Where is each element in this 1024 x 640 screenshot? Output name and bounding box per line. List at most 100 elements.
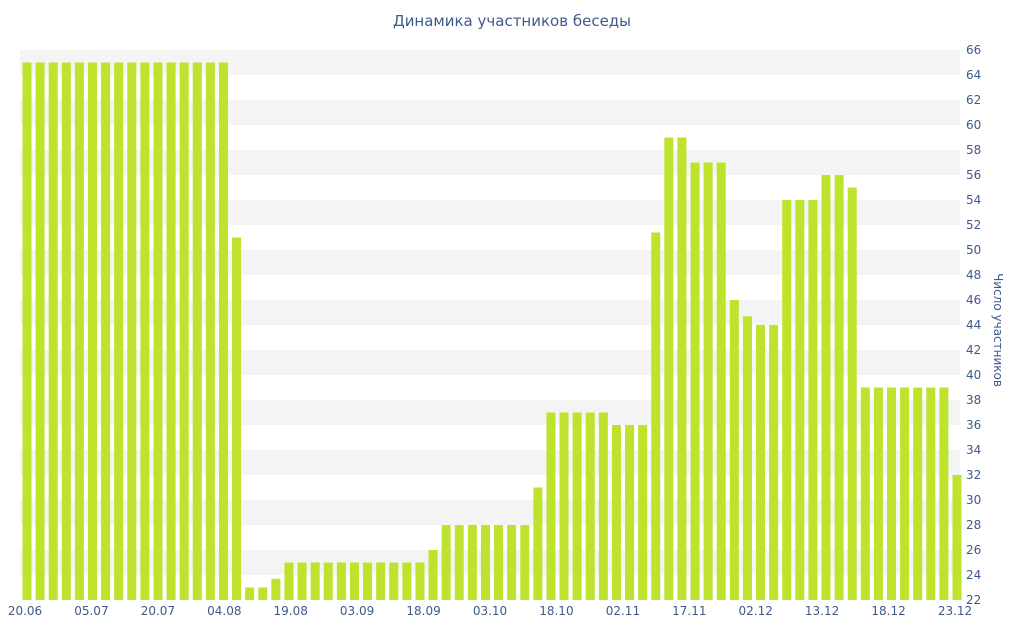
y-tick-label: 30 [966,493,981,507]
bar [271,578,281,600]
bar [860,387,870,600]
bar [48,62,58,600]
bar [192,62,202,600]
x-tick-label: 19.08 [274,604,308,618]
bar [926,387,936,600]
x-tick-label: 18.12 [871,604,905,618]
bar [900,387,910,600]
bar [651,232,661,600]
y-tick-label: 42 [966,343,981,357]
bar [742,316,752,600]
x-tick-label: 18.09 [406,604,440,618]
bar [35,62,45,600]
y-tick-label: 28 [966,518,981,532]
bar [834,175,844,600]
bar [664,137,674,600]
x-tick-label: 02.12 [739,604,773,618]
bar [376,562,386,600]
bar [507,525,517,600]
y-tick-label: 38 [966,393,981,407]
bar [480,525,490,600]
x-tick-label: 18.10 [539,604,573,618]
bar [546,412,556,600]
y-tick-label: 24 [966,568,981,582]
bar [284,562,294,600]
bar [310,562,320,600]
y-tick-label: 66 [966,43,981,57]
y-tick-label: 54 [966,193,981,207]
bar [402,562,412,600]
bar [415,562,425,600]
bar [873,387,883,600]
bar [782,200,792,600]
bar [611,425,621,600]
y-tick-label: 34 [966,443,981,457]
bar [769,325,779,600]
bar [127,62,137,600]
y-tick-label: 46 [966,293,981,307]
bar [703,162,713,600]
bar [258,587,268,600]
bar [690,162,700,600]
bar [677,137,687,600]
y-tick-label: 52 [966,218,981,232]
bar [179,62,189,600]
x-tick-label: 23.12 [938,604,972,618]
x-tick-label: 20.07 [141,604,175,618]
bar [494,525,504,600]
bars [22,62,962,600]
bar [454,525,464,600]
y-tick-label: 56 [966,168,981,182]
bar [887,387,897,600]
y-tick-label: 22 [966,593,981,607]
grid-band [20,150,960,175]
bar [939,387,949,600]
y-tick-label: 32 [966,468,981,482]
bar [349,562,359,600]
bar [153,62,163,600]
bar [520,525,530,600]
x-tick-label: 03.10 [473,604,507,618]
bar [572,412,582,600]
x-tick-label: 20.06 [8,604,42,618]
bar [323,562,333,600]
bar [87,62,97,600]
bar [61,62,71,600]
grid-band [20,50,960,75]
y-tick-label: 62 [966,93,981,107]
y-tick-label: 36 [966,418,981,432]
bar [363,562,373,600]
bar [729,300,739,600]
bar [638,425,648,600]
bar [467,525,477,600]
bar [625,425,635,600]
y-tick-label: 58 [966,143,981,157]
bar [232,237,242,600]
y-tick-label: 26 [966,543,981,557]
bar [22,62,32,600]
y-tick-label: 48 [966,268,981,282]
bar [218,62,228,600]
bar [808,200,818,600]
y-tick-label: 44 [966,318,981,332]
bar [74,62,84,600]
y-tick-label: 40 [966,368,981,382]
bar [795,200,805,600]
bar [598,412,608,600]
bar [114,62,124,600]
bar [756,325,766,600]
y-axis-label: Число участников [991,273,1005,387]
bar [389,562,399,600]
bar [847,187,857,600]
bar [245,587,255,600]
y-axis-ticks: 22 24 26 28 30 32 34 36 38 40 42 44 46 48 50 52 54 56 58 60… [966,43,981,607]
bar [952,475,962,600]
y-tick-label: 50 [966,243,981,257]
bar [585,412,595,600]
bar [166,62,176,600]
y-tick-label: 64 [966,68,981,82]
bar [101,62,111,600]
y-tick-label: 60 [966,118,981,132]
bar [336,562,346,600]
